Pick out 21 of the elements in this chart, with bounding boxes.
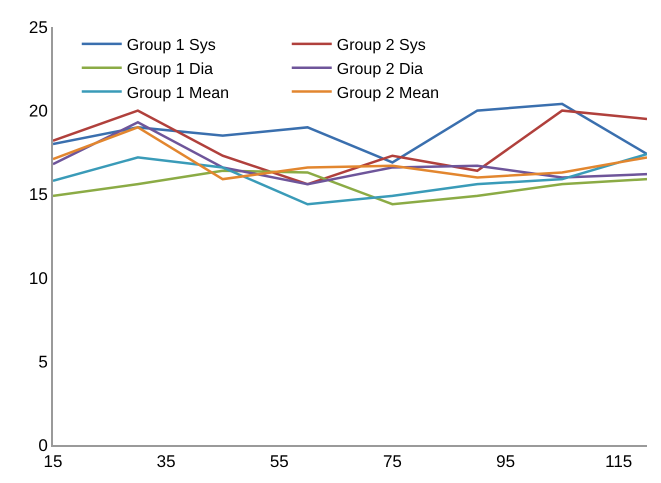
y-tick-label: 5 — [38, 352, 48, 372]
legend-label: Group 1 Dia — [126, 60, 214, 78]
legend-label: Group 2 Sys — [336, 37, 426, 54]
x-tick-label: 35 — [156, 452, 176, 472]
line-series — [53, 102, 647, 164]
legend-label: Group 2 Dia — [336, 60, 424, 78]
x-tick-label: 75 — [382, 452, 402, 472]
y-tick-label: 20 — [28, 102, 48, 121]
legend-label: Group 2 Mean — [336, 84, 440, 102]
line-series — [53, 109, 647, 186]
y-tick-label: 0 — [38, 436, 48, 455]
line-series — [53, 170, 647, 206]
line-series — [53, 152, 647, 206]
x-tick-label: 95 — [496, 452, 516, 472]
y-tick-label: 25 — [28, 18, 48, 37]
x-tick-label: 55 — [270, 452, 289, 472]
legend-label: Group 1 Sys — [126, 37, 216, 54]
x-tick-label: 115 — [605, 452, 632, 472]
y-tick-label: 10 — [28, 268, 48, 288]
legend-label: Group 1 Mean — [126, 84, 230, 102]
y-tick-label: 15 — [28, 185, 48, 204]
